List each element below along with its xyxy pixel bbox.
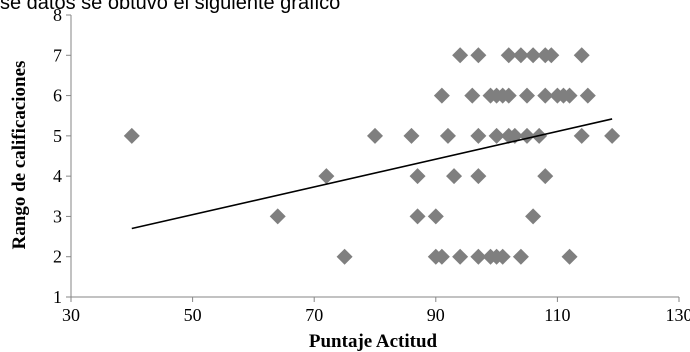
data-point (543, 47, 560, 64)
y-tick-label: 8 (53, 5, 62, 25)
data-point (464, 87, 481, 104)
y-tick-label: 3 (53, 206, 62, 226)
data-point (452, 248, 469, 265)
data-point (123, 127, 140, 144)
data-point (269, 208, 286, 225)
caption-text: se datos se obtuvo el siguiente grafico (0, 0, 341, 14)
data-point (537, 168, 554, 185)
data-point (573, 47, 590, 64)
x-tick-label: 70 (305, 305, 323, 325)
x-tick-label: 110 (544, 305, 570, 325)
data-point (494, 248, 511, 265)
data-point (409, 208, 426, 225)
data-point (512, 248, 529, 265)
data-point (519, 87, 535, 104)
trendline-group (131, 118, 613, 230)
data-point (433, 87, 450, 104)
y-axis-title: Rango de calificaciones (9, 61, 30, 250)
data-point (446, 168, 463, 185)
axes (66, 14, 680, 302)
trendline (131, 118, 613, 230)
data-point (500, 87, 517, 104)
data-point (561, 87, 578, 104)
data-point (561, 248, 578, 265)
data-point (433, 248, 450, 265)
data-point (573, 127, 590, 144)
data-point (512, 47, 529, 64)
data-point (604, 127, 621, 144)
data-point (403, 127, 420, 144)
data-point (488, 127, 505, 144)
x-tick-label: 130 (666, 305, 690, 325)
data-point (470, 168, 487, 185)
x-tick-label: 30 (62, 305, 80, 325)
data-point (537, 87, 554, 104)
data-point (470, 47, 487, 64)
y-tick-label: 5 (53, 126, 62, 146)
data-point (470, 248, 487, 265)
y-tick-label: 6 (53, 86, 62, 106)
data-point (336, 248, 353, 265)
data-point (579, 87, 596, 104)
y-tick-label: 2 (53, 247, 62, 267)
x-axis-title: Puntaje Actitud (309, 331, 438, 352)
data-point (439, 127, 456, 144)
x-tick-label: 50 (184, 305, 202, 325)
data-point (500, 47, 517, 64)
data-points (123, 47, 621, 265)
data-point (525, 208, 542, 225)
data-point (427, 208, 444, 225)
data-point (318, 168, 335, 185)
data-point (409, 168, 426, 185)
data-point (452, 47, 469, 64)
data-point (367, 127, 383, 144)
y-tick-label: 4 (53, 166, 62, 186)
y-tick-label: 1 (53, 287, 62, 307)
y-tick-label: 7 (53, 45, 62, 65)
x-tick-label: 90 (427, 305, 445, 325)
data-point (525, 47, 542, 64)
tick-labels: 1 2 3 4 5 6 7 8 30 50 70 90 110 130 (53, 5, 690, 325)
data-point (470, 127, 487, 144)
